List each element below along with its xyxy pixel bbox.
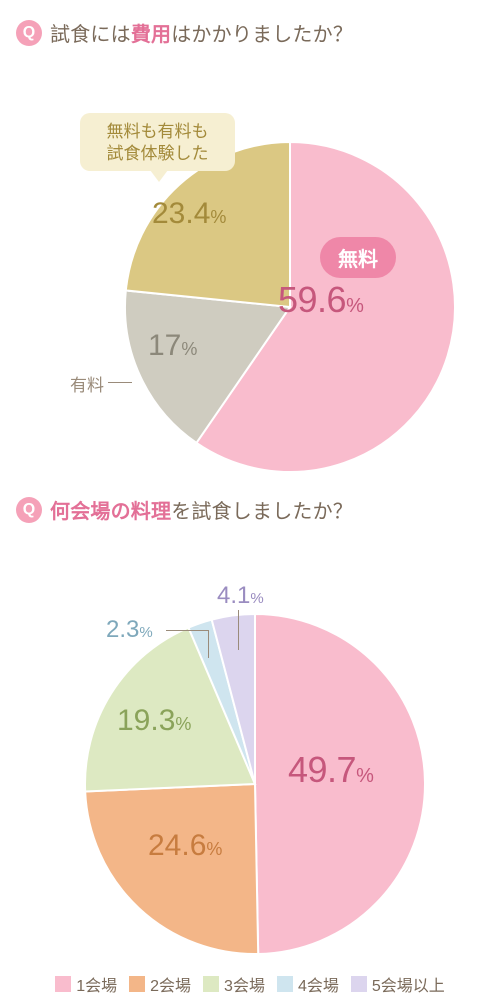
legend-swatch: [55, 976, 71, 992]
pct-unit: %: [356, 765, 373, 787]
question-text-1: 試食には費用はかかりましたか？: [50, 18, 353, 47]
venue2-pct: 24.6%: [148, 829, 222, 863]
paid-pct-val: 17: [148, 329, 181, 362]
venue1-pct: 49.7%: [288, 749, 373, 791]
legend-label: 2会場: [150, 972, 191, 996]
legend-label: 4会場: [298, 972, 339, 996]
leader-line-v4: [208, 630, 209, 658]
legend-label: 5会場以上: [372, 972, 445, 996]
pct-unit: %: [206, 839, 222, 859]
legend-item-v2: 2会場: [129, 972, 191, 996]
q1-suffix: はかかりましたか？: [171, 24, 353, 46]
free-pct-val: 59.6: [278, 279, 346, 320]
chart1-wrap: 無料 59.6% 17% 有料 無料も有料も 試食体験した 23.4%: [0, 47, 500, 477]
q2-suffix: を試食しましたか？: [171, 501, 353, 523]
venue5-pct: 4.1%: [217, 582, 264, 610]
both-pct: 23.4%: [152, 197, 226, 231]
pct-unit: %: [181, 339, 197, 359]
pie-chart-cost: [0, 47, 500, 477]
q1-highlight: 費用: [131, 24, 171, 46]
v4-val: 2.3: [106, 616, 139, 643]
question-row-1: Q 試食には費用はかかりましたか？: [0, 0, 500, 47]
pct-unit: %: [210, 207, 226, 227]
v2-val: 24.6: [148, 829, 206, 862]
legend-item-v1: 1会場: [55, 972, 117, 996]
q-badge-2: Q: [16, 497, 42, 523]
paid-pct: 17%: [148, 329, 197, 363]
pct-unit: %: [250, 590, 263, 607]
legend-item-v3: 3会場: [203, 972, 265, 996]
venue3-pct: 19.3%: [117, 704, 191, 738]
pie-slice-v2: [85, 784, 258, 954]
v1-val: 49.7: [288, 749, 356, 790]
free-badge: 無料: [320, 237, 396, 278]
legend-venues: 1会場 2会場 3会場 4会場 5会場以上: [0, 954, 500, 1008]
q2-highlight: 何会場の料理: [50, 501, 171, 523]
chart2-wrap: 49.7% 24.6% 19.3% 2.3% 4.1%: [0, 524, 500, 954]
legend-item-v4: 4会場: [277, 972, 339, 996]
pct-unit: %: [346, 295, 363, 317]
leader-line-v4-h: [166, 630, 208, 631]
both-pct-val: 23.4: [152, 197, 210, 230]
leader-line-paid: [108, 382, 132, 383]
question-text-2: 何会場の料理を試食しましたか？: [50, 495, 353, 524]
free-pct: 59.6%: [278, 279, 363, 321]
v3-val: 19.3: [117, 704, 175, 737]
question-row-2: Q 何会場の料理を試食しましたか？: [0, 477, 500, 524]
pct-unit: %: [175, 714, 191, 734]
legend-swatch: [203, 976, 219, 992]
paid-label: 有料: [70, 371, 104, 396]
legend-swatch: [277, 976, 293, 992]
callout-tail: [150, 170, 168, 182]
both-line2: 試食体験した: [92, 143, 223, 165]
q1-prefix: 試食には: [50, 24, 131, 46]
pct-unit: %: [139, 624, 152, 641]
legend-swatch: [351, 976, 367, 992]
legend-item-v5: 5会場以上: [351, 972, 445, 996]
legend-swatch: [129, 976, 145, 992]
both-line1: 無料も有料も: [92, 121, 223, 143]
both-callout: 無料も有料も 試食体験した: [80, 113, 235, 171]
legend-label: 1会場: [76, 972, 117, 996]
q-badge-1: Q: [16, 20, 42, 46]
section-venues: Q 何会場の料理を試食しましたか？ 49.7% 24.6% 19.3% 2.3%…: [0, 477, 500, 1008]
legend-label: 3会場: [224, 972, 265, 996]
venue4-pct: 2.3%: [106, 616, 153, 644]
leader-line-v5: [238, 610, 239, 650]
section-cost: Q 試食には費用はかかりましたか？ 無料 59.6% 17% 有料 無料も有料も…: [0, 0, 500, 477]
v5-val: 4.1: [217, 582, 250, 609]
